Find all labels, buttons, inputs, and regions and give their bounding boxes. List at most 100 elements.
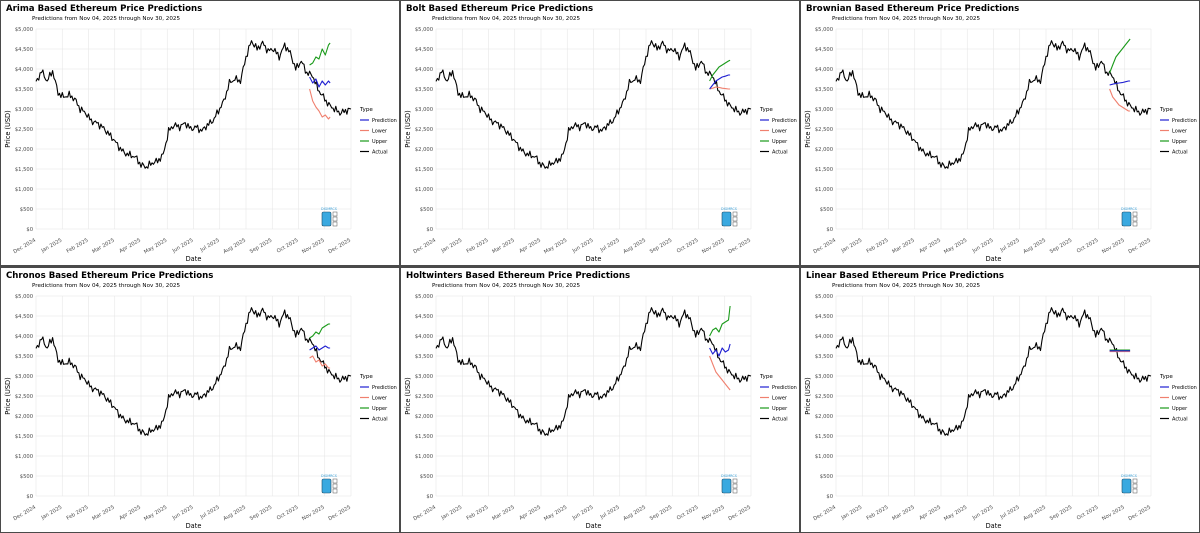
y-tick-label: $1,000 (415, 187, 433, 193)
y-tick-label: $500 (420, 474, 433, 480)
legend-label: Actual (372, 149, 388, 155)
y-tick-label: $5,000 (415, 27, 433, 33)
x-tick-label: Sep 2025 (649, 238, 673, 256)
legend-label: Lower (772, 128, 788, 134)
x-tick-label: Jul 2025 (599, 238, 621, 254)
x-tick-label: Jun 2025 (571, 505, 595, 522)
y-tick-label: $4,500 (15, 47, 33, 53)
logo-square (732, 483, 738, 489)
y-tick-label: $4,500 (815, 314, 833, 320)
chart-panel-5: Holtwinters Based Ethereum Price Predict… (401, 268, 799, 532)
prediction-line (309, 76, 331, 88)
chart-title: Brownian Based Ethereum Price Prediction… (806, 4, 1019, 14)
x-tick-label: Nov 2025 (1101, 238, 1126, 256)
logo-square (332, 211, 338, 217)
logo-square (732, 221, 738, 227)
x-tick-label: Jul 2025 (599, 505, 621, 521)
y-tick-label: $0 (426, 494, 433, 500)
chart-svg: Chronos Based Ethereum Price Predictions… (4, 271, 397, 530)
y-tick-label: $0 (426, 227, 433, 233)
y-axis-label: Price (USD) (804, 377, 812, 414)
y-axis-label: Price (USD) (4, 110, 12, 147)
watermark-logo: DIGMRCS (321, 474, 338, 494)
y-axis-label: Price (USD) (404, 377, 412, 414)
upper-line (309, 42, 331, 66)
x-tick-label: Dec 2025 (327, 505, 352, 523)
legend-label: Actual (1172, 416, 1188, 422)
actual-line (35, 40, 352, 169)
y-tick-label: $4,500 (15, 314, 33, 320)
y-tick-label: $3,000 (415, 374, 433, 380)
legend-title: Type (1159, 374, 1173, 380)
x-tick-label: Jul 2025 (199, 505, 221, 521)
watermark-logo: DIGMRCS (1121, 474, 1138, 494)
logo-square (332, 221, 338, 227)
legend-label: Upper (772, 406, 788, 412)
phone-icon (1121, 478, 1132, 494)
y-tick-label: $500 (420, 207, 433, 213)
legend-title: Type (759, 374, 773, 380)
y-tick-label: $4,500 (415, 47, 433, 53)
y-tick-label: $1,000 (815, 187, 833, 193)
x-axis-label: Date (186, 522, 202, 530)
x-tick-label: Feb 2025 (466, 505, 490, 522)
x-tick-label: Apr 2025 (918, 505, 942, 522)
legend-label: Lower (1172, 395, 1188, 401)
logo-square (732, 216, 738, 222)
chart-svg: Brownian Based Ethereum Price Prediction… (804, 4, 1197, 263)
x-tick-label: Jan 2025 (40, 505, 64, 522)
x-tick-label: Sep 2025 (1049, 238, 1073, 256)
x-tick-label: Feb 2025 (66, 505, 90, 522)
y-tick-label: $0 (826, 227, 833, 233)
y-tick-label: $5,000 (415, 294, 433, 300)
y-tick-label: $1,000 (815, 454, 833, 460)
x-tick-label: Aug 2025 (1022, 505, 1047, 523)
x-tick-label: Jan 2025 (440, 505, 464, 522)
x-tick-label: May 2025 (143, 238, 168, 256)
x-tick-label: Oct 2025 (1076, 238, 1100, 255)
legend-label: Upper (1172, 406, 1188, 412)
phone-icon (321, 478, 332, 494)
x-tick-label: Apr 2025 (918, 238, 942, 255)
logo-square (1132, 478, 1138, 484)
y-tick-label: $2,500 (815, 394, 833, 400)
x-tick-label: Mar 2025 (91, 238, 115, 256)
logo-square (732, 211, 738, 217)
y-tick-label: $2,000 (815, 414, 833, 420)
chart-title: Bolt Based Ethereum Price Predictions (406, 4, 593, 14)
y-tick-label: $3,500 (815, 87, 833, 93)
chart-subtitle: Predictions from Nov 04, 2025 through No… (32, 16, 180, 22)
y-tick-label: $4,500 (415, 314, 433, 320)
y-tick-label: $500 (820, 207, 833, 213)
chart-subtitle: Predictions from Nov 04, 2025 through No… (432, 283, 580, 289)
x-tick-label: Aug 2025 (622, 238, 647, 256)
legend-label: Upper (372, 406, 388, 412)
prediction-line (309, 345, 331, 351)
chart-svg: Arima Based Ethereum Price Predictions Pr… (4, 4, 397, 263)
phone-icon (1121, 211, 1132, 227)
y-tick-label: $5,000 (815, 294, 833, 300)
x-tick-label: Jan 2025 (40, 238, 64, 255)
legend-label: Lower (772, 395, 788, 401)
x-tick-label: Dec 2025 (1127, 505, 1152, 523)
y-tick-label: $1,500 (415, 167, 433, 173)
x-tick-label: Aug 2025 (1022, 238, 1047, 256)
y-tick-label: $2,500 (15, 394, 33, 400)
x-tick-label: Apr 2025 (518, 505, 542, 522)
y-tick-label: $3,500 (415, 354, 433, 360)
y-tick-label: $1,000 (15, 454, 33, 460)
y-tick-label: $2,000 (415, 414, 433, 420)
legend-label: Actual (372, 416, 388, 422)
x-axis-label: Date (986, 255, 1002, 263)
actual-line (435, 307, 752, 436)
legend-label: Prediction (372, 118, 397, 124)
y-tick-label: $3,000 (815, 107, 833, 113)
x-tick-label: May 2025 (143, 505, 168, 523)
x-tick-label: Dec 2025 (327, 238, 352, 256)
lower-line (709, 86, 731, 90)
x-tick-label: Feb 2025 (866, 238, 890, 255)
y-tick-label: $5,000 (15, 27, 33, 33)
logo-square (332, 488, 338, 494)
x-tick-label: Oct 2025 (676, 238, 700, 255)
y-tick-label: $1,000 (15, 187, 33, 193)
